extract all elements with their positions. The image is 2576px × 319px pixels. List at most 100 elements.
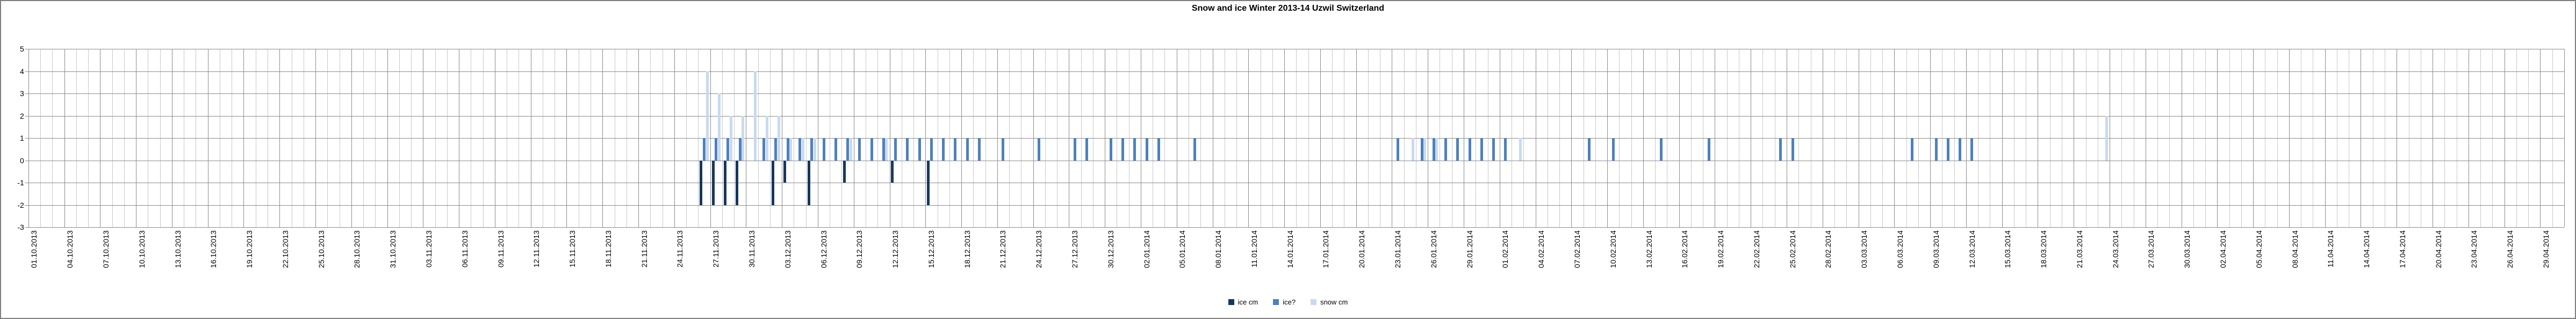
bar-ice bbox=[822, 138, 825, 161]
x-axis-label: 02.04.2014 bbox=[2218, 230, 2227, 269]
y-axis-label: -1 bbox=[17, 178, 24, 187]
bar-ice bbox=[1145, 138, 1148, 161]
bar-ice bbox=[1779, 138, 1782, 161]
bar-ice-cm bbox=[927, 160, 930, 205]
y-axis-label: 1 bbox=[20, 134, 24, 143]
x-axis-label: 01.02.2014 bbox=[1501, 230, 1510, 269]
x-axis-label: 16.10.2013 bbox=[209, 230, 218, 269]
x-axis-label: 12.03.2014 bbox=[1967, 230, 1976, 269]
y-axis-label: -2 bbox=[17, 200, 24, 209]
bar-snow-cm bbox=[1519, 138, 1522, 161]
x-axis-label: 21.11.2013 bbox=[639, 230, 649, 268]
bar-ice bbox=[870, 138, 873, 161]
y-axis-label: 2 bbox=[20, 111, 24, 120]
bar-snow-cm bbox=[706, 71, 709, 161]
bar-snow-cm bbox=[1435, 138, 1438, 161]
y-axis-label: 5 bbox=[20, 45, 24, 53]
bar-ice bbox=[1588, 138, 1591, 161]
x-axis-label: 06.11.2013 bbox=[460, 230, 469, 268]
gridline-horizontal bbox=[28, 138, 2564, 139]
x-axis-label: 29.04.2014 bbox=[2542, 230, 2550, 269]
x-axis-label: 09.03.2014 bbox=[1931, 230, 1940, 269]
x-axis-label: 10.02.2014 bbox=[1608, 230, 1617, 269]
bar-ice-cm bbox=[700, 160, 703, 205]
gridline-horizontal bbox=[28, 93, 2564, 95]
x-axis-label: 23.04.2014 bbox=[2470, 230, 2479, 269]
legend-item-ice-: ice? bbox=[1273, 298, 1296, 306]
x-axis-label: 14.04.2014 bbox=[2362, 230, 2371, 269]
bar-ice bbox=[1157, 138, 1160, 161]
legend-label: ice? bbox=[1283, 298, 1296, 306]
x-axis-label: 15.12.2013 bbox=[926, 230, 936, 269]
legend-item-snow-cm: snow cm bbox=[1311, 298, 1348, 306]
bar-snow-cm bbox=[778, 115, 781, 161]
bar-snow-cm bbox=[730, 115, 733, 161]
x-axis-label: 16.02.2014 bbox=[1680, 230, 1689, 269]
gridline-vertical bbox=[2564, 49, 2565, 228]
x-axis-label: 27.11.2013 bbox=[711, 230, 721, 268]
x-axis-label: 03.03.2014 bbox=[1860, 230, 1869, 269]
x-axis-label: 05.01.2014 bbox=[1178, 230, 1187, 269]
bar-ice bbox=[1133, 138, 1136, 161]
bar-ice bbox=[1791, 138, 1794, 161]
x-axis-label: 07.02.2014 bbox=[1572, 230, 1581, 269]
x-axis-label: 07.10.2013 bbox=[101, 230, 110, 269]
legend-swatch-icon bbox=[1311, 299, 1317, 305]
bar-ice bbox=[1073, 138, 1076, 161]
bar-ice bbox=[1396, 138, 1399, 161]
x-axis-label: 08.01.2014 bbox=[1214, 230, 1223, 269]
x-axis-label: 18.11.2013 bbox=[603, 230, 613, 268]
gridline-horizontal bbox=[28, 115, 2564, 117]
x-axis-label: 28.02.2014 bbox=[1824, 230, 1833, 269]
x-axis-label: 24.11.2013 bbox=[675, 230, 685, 268]
bar-snow-cm bbox=[849, 138, 852, 161]
bar-ice bbox=[1085, 138, 1089, 161]
y-axis-label: 0 bbox=[20, 156, 24, 165]
bar-ice bbox=[954, 138, 957, 161]
bar-ice bbox=[882, 138, 885, 161]
bar-ice bbox=[1468, 138, 1471, 161]
bar-ice bbox=[1456, 138, 1459, 161]
x-axis-label: 18.12.2013 bbox=[962, 230, 972, 269]
bar-ice bbox=[702, 138, 706, 161]
gridline-horizontal bbox=[28, 71, 2564, 72]
x-axis-label: 13.10.2013 bbox=[173, 230, 182, 269]
x-axis-label: 12.11.2013 bbox=[532, 230, 541, 268]
x-axis-label: 25.02.2014 bbox=[1788, 230, 1797, 269]
x-axis-label: 09.11.2013 bbox=[496, 230, 505, 268]
bar-ice bbox=[1480, 138, 1483, 161]
bar-ice bbox=[786, 138, 789, 161]
bar-snow-cm bbox=[1411, 138, 1414, 161]
bar-ice bbox=[846, 138, 850, 161]
bar-ice bbox=[942, 138, 945, 161]
bar-ice bbox=[1611, 138, 1615, 161]
bar-ice bbox=[1492, 138, 1495, 161]
x-axis-label: 18.03.2014 bbox=[2039, 230, 2048, 269]
legend-label: ice cm bbox=[1237, 298, 1258, 306]
x-axis-label: 24.12.2013 bbox=[1034, 230, 1044, 269]
bar-ice-cm bbox=[843, 160, 846, 183]
bar-ice bbox=[918, 138, 921, 161]
x-axis-label: 06.03.2014 bbox=[1895, 230, 1904, 269]
bar-ice bbox=[858, 138, 861, 161]
bar-snow-cm bbox=[753, 71, 757, 161]
bar-ice bbox=[1432, 138, 1435, 161]
gridline-horizontal bbox=[28, 205, 2564, 206]
legend-swatch-icon bbox=[1228, 299, 1234, 305]
bar-ice bbox=[834, 138, 837, 161]
y-axis-label: -3 bbox=[17, 223, 24, 232]
x-axis-label: 03.11.2013 bbox=[424, 230, 433, 268]
x-axis-label: 27.12.2013 bbox=[1070, 230, 1080, 269]
bar-ice bbox=[1911, 138, 1914, 161]
bar-ice-cm bbox=[807, 160, 810, 205]
x-axis-label: 10.10.2013 bbox=[137, 230, 146, 269]
bar-ice bbox=[894, 138, 897, 161]
bar-snow-cm bbox=[789, 138, 793, 161]
x-axis-label: 13.02.2014 bbox=[1644, 230, 1653, 269]
x-axis-label: 24.03.2014 bbox=[2111, 230, 2120, 269]
x-axis-label: 11.04.2014 bbox=[2326, 230, 2335, 268]
bar-ice bbox=[1109, 138, 1112, 161]
x-axis-label: 28.10.2013 bbox=[352, 230, 362, 269]
bar-ice bbox=[1193, 138, 1196, 161]
bar-snow-cm bbox=[717, 93, 721, 161]
